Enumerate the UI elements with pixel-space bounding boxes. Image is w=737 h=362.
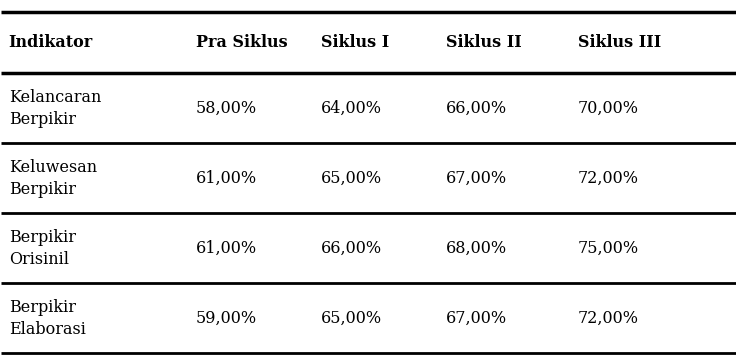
Text: Berpikir
Orisinil: Berpikir Orisinil [9, 229, 76, 268]
Text: Siklus II: Siklus II [446, 34, 521, 51]
Text: 65,00%: 65,00% [321, 310, 382, 327]
Text: 72,00%: 72,00% [578, 170, 639, 187]
Text: 65,00%: 65,00% [321, 170, 382, 187]
Text: 67,00%: 67,00% [446, 310, 507, 327]
Text: Kelancaran
Berpikir: Kelancaran Berpikir [9, 89, 101, 128]
Text: 61,00%: 61,00% [196, 170, 257, 187]
Text: 58,00%: 58,00% [196, 100, 257, 117]
Text: Berpikir
Elaborasi: Berpikir Elaborasi [9, 299, 85, 338]
Text: 67,00%: 67,00% [446, 170, 507, 187]
Text: Keluwesan
Berpikir: Keluwesan Berpikir [9, 159, 97, 198]
Text: 64,00%: 64,00% [321, 100, 382, 117]
Text: 61,00%: 61,00% [196, 240, 257, 257]
Text: 70,00%: 70,00% [578, 100, 639, 117]
Text: Siklus III: Siklus III [578, 34, 661, 51]
Text: Pra Siklus: Pra Siklus [196, 34, 287, 51]
Text: 75,00%: 75,00% [578, 240, 639, 257]
Text: Siklus I: Siklus I [321, 34, 389, 51]
Text: 72,00%: 72,00% [578, 310, 639, 327]
Text: 66,00%: 66,00% [321, 240, 382, 257]
Text: Indikator: Indikator [9, 34, 93, 51]
Text: 59,00%: 59,00% [196, 310, 257, 327]
Text: 68,00%: 68,00% [446, 240, 507, 257]
Text: 66,00%: 66,00% [446, 100, 507, 117]
